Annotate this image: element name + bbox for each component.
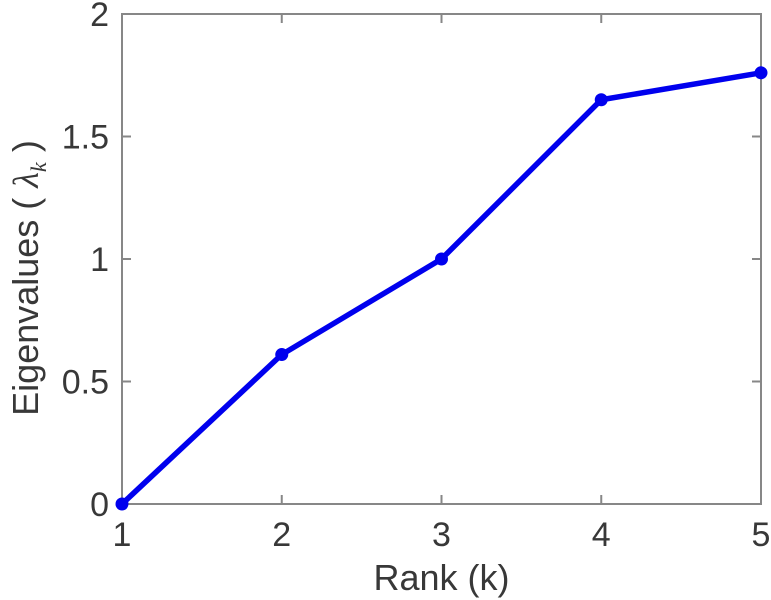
x-axis-label-text: Rank (k) (373, 557, 510, 598)
eigenvalue-line (119, 70, 764, 507)
x-tick-label: 1 (113, 516, 132, 554)
data-point-marker (275, 348, 289, 362)
data-point-marker (435, 252, 448, 266)
x-tick-label: 3 (432, 516, 451, 554)
lambda-symbol: λ (6, 172, 46, 188)
data-point-marker (594, 93, 608, 107)
y-tick-label: 0.5 (62, 364, 109, 402)
data-point-marker (754, 66, 768, 80)
y-tick-label: 1 (90, 241, 109, 279)
x-tick-label: 2 (272, 516, 291, 554)
x-tick-label: 5 (752, 516, 771, 554)
y-axis-label: Eigenvalues ( λk ) (5, 104, 51, 452)
y-tick-label: 1.5 (62, 119, 109, 157)
data-point-marker (115, 497, 129, 511)
y-tick-label: 0 (90, 486, 109, 524)
x-tick-label: 4 (592, 516, 611, 554)
y-axis-label-prefix: Eigenvalues ( (5, 187, 46, 416)
x-axis-label: Rank (k) (122, 558, 761, 598)
y-tick-label: 2 (90, 0, 109, 34)
y-axis-label-suffix: ) (5, 140, 46, 163)
lambda-subscript: k (26, 162, 52, 173)
